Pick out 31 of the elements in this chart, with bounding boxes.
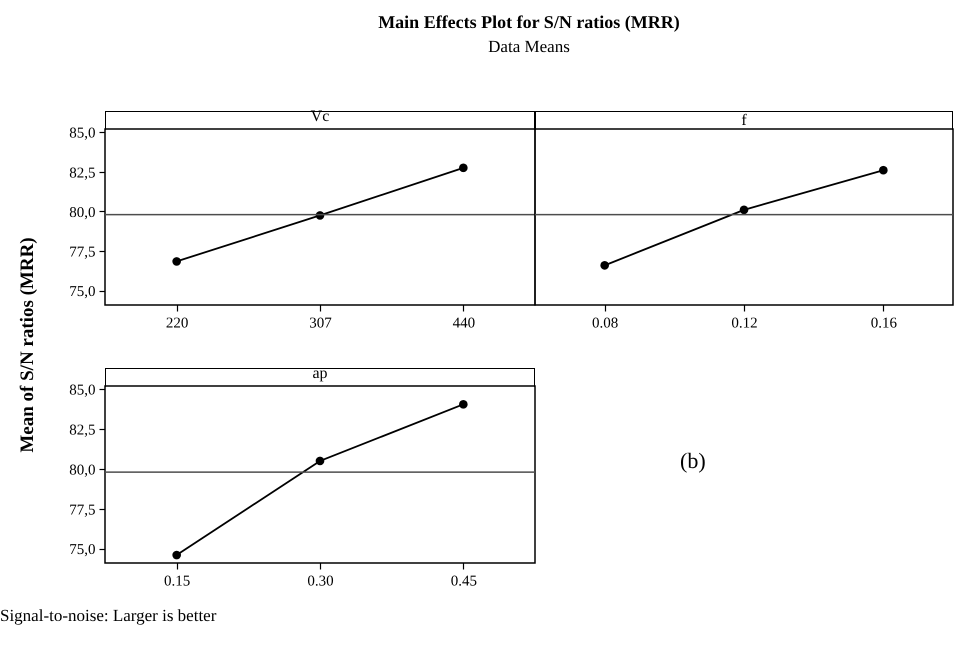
x-tick-label: 0.08 xyxy=(592,316,618,332)
y-tick-label: 75,0 xyxy=(69,284,96,300)
y-tick-label: 75,0 xyxy=(69,542,96,558)
y-tick-label: 80,0 xyxy=(69,204,96,221)
y-tick-label: 85,0 xyxy=(69,126,96,142)
x-tick-label: 440 xyxy=(452,316,476,332)
point xyxy=(172,550,181,560)
y-tick-label: 77,5 xyxy=(69,244,96,261)
x-tick-label: 0.30 xyxy=(307,574,334,590)
x-tick-label: 0.45 xyxy=(450,574,477,590)
text: (b) xyxy=(680,448,706,474)
y-tick-label: 85,0 xyxy=(69,382,96,399)
text: Data Means xyxy=(487,37,571,57)
text: Mean of S/N ratios (MRR) xyxy=(17,236,39,455)
point xyxy=(459,164,468,172)
x-tick-label: 0.12 xyxy=(731,316,758,332)
y-tick-label: 82,5 xyxy=(69,422,96,439)
x-tick-label: 0.16 xyxy=(870,316,898,332)
chart-title: ap xyxy=(312,365,328,382)
y-tick-label: 82,5 xyxy=(69,165,96,182)
text: Signal-to-noise: Larger is better xyxy=(0,606,216,626)
point xyxy=(316,456,324,466)
point xyxy=(459,400,468,409)
x-tick-label: 0.15 xyxy=(164,574,190,590)
text: Main Effects Plot for S/N ratios (MRR) xyxy=(377,12,681,33)
y-tick-label: 80,0 xyxy=(69,462,96,478)
x-tick-label: 220 xyxy=(166,316,188,332)
chart-title: f xyxy=(741,112,748,129)
y-tick-label: 77,5 xyxy=(69,502,96,518)
x-tick-label: 307 xyxy=(309,316,332,332)
point xyxy=(172,257,181,266)
